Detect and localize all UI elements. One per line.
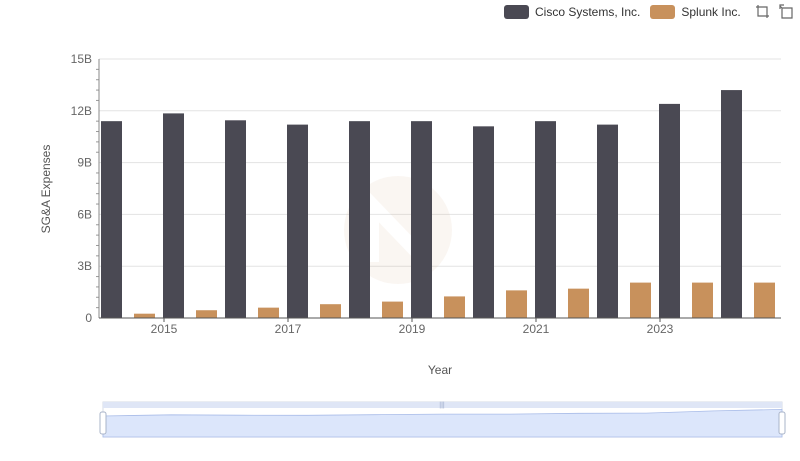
legend-swatch-cisco: [504, 5, 529, 19]
bar-splunk-2022[interactable]: [630, 282, 651, 318]
legend-item-cisco[interactable]: Cisco Systems, Inc.: [504, 5, 640, 19]
y-tick-label: 15B: [71, 52, 92, 66]
legend: Cisco Systems, Inc. Splunk Inc.: [504, 4, 795, 20]
bar-splunk-2017[interactable]: [320, 304, 341, 318]
bar-splunk-2020[interactable]: [506, 290, 527, 318]
bar-cisco-2017[interactable]: [287, 124, 308, 318]
bar-splunk-2021[interactable]: [568, 288, 589, 318]
bar-cisco-2019[interactable]: [411, 121, 432, 318]
data-zoom-handle-right[interactable]: [778, 411, 786, 435]
bar-cisco-2014[interactable]: [101, 121, 122, 318]
bar-splunk-2023[interactable]: [692, 282, 713, 318]
x-tick-label: 2015: [151, 322, 178, 336]
bar-cisco-2023[interactable]: [659, 103, 680, 318]
data-zoom-preview-area: [102, 408, 783, 438]
legend-label-splunk: Splunk Inc.: [681, 5, 741, 19]
y-tick-label: 6B: [77, 207, 92, 221]
bars: [101, 90, 775, 319]
toolbox: [755, 4, 795, 20]
data-zoom-top-bar: [103, 402, 782, 408]
bar-cisco-2021[interactable]: [535, 121, 556, 318]
axes: 0 3B 6B 9B 12B 15B 2015 2017 2019 2021 2023: [71, 52, 781, 336]
bar-cisco-2015[interactable]: [163, 113, 184, 318]
legend-label-cisco: Cisco Systems, Inc.: [535, 5, 641, 19]
bar-cisco-2024[interactable]: [721, 90, 742, 318]
x-axis-label: Year: [428, 363, 452, 377]
bar-cisco-2020[interactable]: [473, 126, 494, 318]
y-tick-label: 9B: [77, 156, 92, 170]
x-tick-label: 2019: [399, 322, 426, 336]
bar-splunk-2015[interactable]: [196, 310, 217, 318]
data-zoom-slider[interactable]: |||: [99, 401, 786, 438]
bar-cisco-2022[interactable]: [597, 124, 618, 318]
y-tick-label: 0: [85, 311, 92, 325]
zoom-icon[interactable]: [755, 4, 771, 20]
bar-cisco-2018[interactable]: [349, 121, 370, 318]
x-tick-label: 2023: [647, 322, 674, 336]
legend-item-splunk[interactable]: Splunk Inc.: [650, 5, 741, 19]
data-zoom-grip-icon: |||: [439, 402, 445, 409]
restore-icon[interactable]: [779, 4, 795, 20]
y-tick-label: 3B: [77, 259, 92, 273]
bar-splunk-2024[interactable]: [754, 282, 775, 318]
y-tick-label: 12B: [71, 104, 92, 118]
bar-splunk-2016[interactable]: [258, 307, 279, 318]
x-tick-label: 2021: [523, 322, 550, 336]
data-zoom-handle-left[interactable]: [99, 411, 107, 435]
bar-splunk-2014[interactable]: [134, 313, 155, 318]
y-axis-label: SG&A Expenses: [39, 145, 53, 234]
legend-swatch-splunk: [650, 5, 676, 19]
bar-splunk-2019[interactable]: [444, 296, 465, 318]
bar-splunk-2018[interactable]: [382, 301, 403, 318]
bar-cisco-2016[interactable]: [225, 120, 246, 319]
x-tick-label: 2017: [275, 322, 302, 336]
